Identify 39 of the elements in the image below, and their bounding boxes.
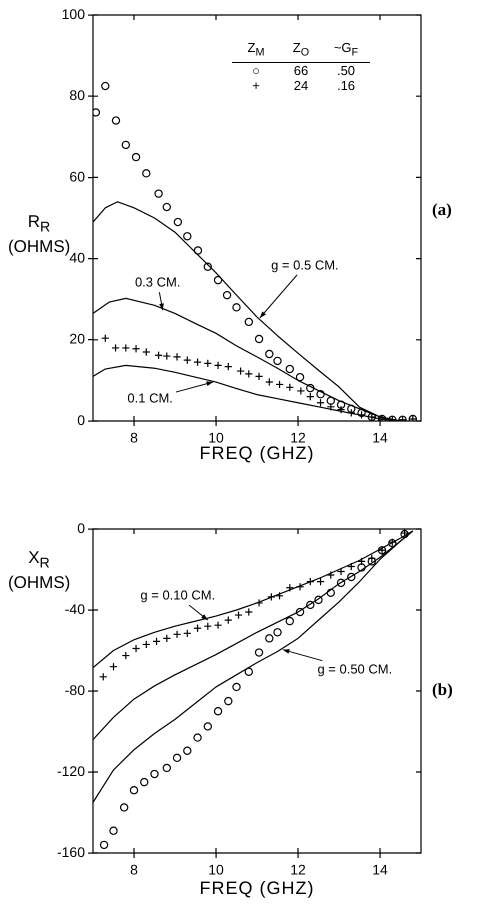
text: (a): [432, 200, 452, 220]
annotation: Z$_{O}$: [280, 40, 322, 63]
annotation: +: [251, 78, 261, 93]
x-tick-label: 8: [130, 861, 138, 878]
annotation: 0.3 CM.: [134, 274, 180, 290]
annotation: ○: [251, 62, 261, 78]
x-tick-label: 12: [290, 429, 306, 446]
x-tick-label: 10: [208, 429, 224, 446]
x-axis-title: FREQ (GHZ): [198, 878, 316, 899]
y-axis-title: X$_{R}$ (OHMS): [8, 548, 70, 594]
x-tick-label: 14: [372, 861, 388, 878]
x-tick-label: 8: [130, 429, 138, 446]
y-axis-title: R$_{R}$ (OHMS): [8, 212, 70, 256]
y-tick-label: 20: [69, 330, 86, 347]
y-tick-label: -160: [56, 844, 86, 860]
x-axis-title: FREQ (GHZ): [200, 443, 314, 463]
annotation: Z$_{M}$: [232, 40, 280, 63]
y-tick-label: 60: [69, 168, 86, 184]
annotation: g = 0.10 CM.: [140, 588, 216, 603]
y-tick-label: -120: [56, 762, 86, 779]
y-tick-label: 0: [77, 520, 86, 536]
annotation: .50: [336, 62, 356, 78]
y-tick-label: -80: [64, 682, 86, 698]
annotation: 24: [292, 78, 310, 93]
annotation: .16: [336, 78, 356, 93]
y-tick-label: 100: [62, 6, 86, 22]
annotation: 66: [292, 62, 310, 78]
annotation: g = 0.50 CM.: [317, 661, 392, 676]
annotation: 0.1 CM.: [127, 390, 173, 406]
text: (b): [432, 680, 453, 700]
x-tick-label: 14: [372, 429, 388, 446]
x-tick-label: 12: [290, 861, 306, 878]
y-tick-label: 0: [77, 412, 86, 428]
annotation: ~G$_{F}$: [322, 40, 370, 63]
x-tick-label: 10: [208, 861, 224, 878]
y-tick-label: 40: [69, 249, 86, 266]
annotation: g = 0.5 CM.: [271, 257, 339, 272]
y-tick-label: 80: [69, 87, 86, 104]
y-tick-label: -40: [64, 600, 86, 617]
